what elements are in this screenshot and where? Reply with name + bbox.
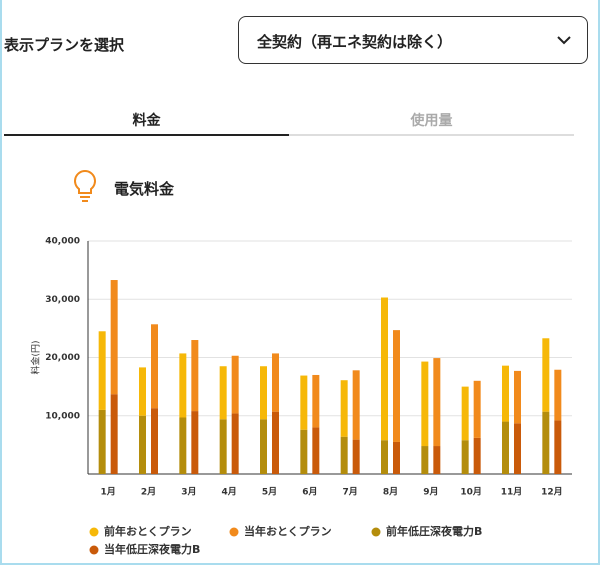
bar-segment [179,353,187,418]
bar-segment [381,440,388,474]
bar-segment [352,439,360,474]
legend-label: 前年低圧深夜電力B [386,524,482,538]
bar-segment [151,408,158,474]
legend-swatch [89,527,99,537]
bar-segment [421,446,429,474]
x-tick-label: 12月 [541,487,563,498]
x-tick-label: 9月 [423,487,438,498]
bar-segment [393,441,400,474]
legend-swatch [89,545,99,555]
bar-segment [421,361,429,447]
legend-label: 当年おとくプラン [244,524,332,538]
bar-segment [260,419,267,474]
bar-segment [381,297,388,441]
bar-segment [179,417,187,474]
bar-segment [352,370,360,440]
x-tick-label: 6月 [302,487,317,498]
bar-segment [151,324,158,409]
x-tick-label: 2月 [141,487,156,498]
chevron [557,36,571,45]
bar-segment [231,413,239,474]
bar-segment [260,366,267,420]
section-title: 電気料金 [114,180,175,198]
bar-segment [542,411,550,474]
bar-segment [300,375,308,430]
bar-segment [219,366,227,420]
bar-segment [554,420,562,474]
bar-segment [98,409,106,474]
legend-label: 当年低圧深夜電力B [104,542,200,556]
dropdown-text: 全契約（再エネ契約は除く） [257,33,453,51]
plan-label: 表示プランを選択 [4,36,125,54]
bar-segment [312,427,320,474]
bar-segment [231,355,239,414]
bar-segment [340,436,348,474]
legend-swatch [371,527,381,537]
legend-swatch [229,527,239,537]
x-tick-label: 3月 [181,487,196,498]
x-tick-label: 7月 [343,487,358,498]
x-tick-label: 1月 [101,487,116,498]
bar-segment [191,340,199,412]
bar-segment [340,380,348,437]
legend-label: 前年おとくプラン [104,524,192,538]
bar-segment [433,446,441,474]
tab[interactable]: 料金 [4,110,289,136]
x-tick-label: 11月 [501,487,523,498]
bar-segment [272,353,279,412]
bar-segment [300,429,308,474]
bar-segment [191,411,199,474]
bar-segment [272,411,279,474]
x-tick-label: 8月 [383,487,398,498]
y-axis-label: 料金(円) [30,340,42,374]
x-tick-label: 10月 [460,487,482,498]
plan-dropdown[interactable]: 全契約（再エネ契約は除く） [238,16,588,64]
bar-segment [502,421,509,474]
bar-segment [312,374,320,428]
bar-segment [433,358,441,447]
bar-segment [461,440,469,474]
bar-segment [98,331,106,410]
x-tick-label: 4月 [222,487,237,498]
bar-segment [139,415,146,474]
bar-segment [542,338,550,412]
bar-segment [139,367,146,416]
bar-segment [219,419,227,474]
bar-segment [393,330,400,442]
y-tick-label: 40,000 [45,237,80,247]
bar-segment [461,386,469,441]
bar-segment [110,394,118,474]
tab[interactable]: 使用量 [289,110,574,136]
bar-segment [514,370,521,424]
y-tick-label: 20,000 [45,353,80,363]
y-tick-label: 30,000 [45,295,80,305]
bar-segment [502,365,509,422]
bar-segment [473,437,481,474]
bar-segment [473,380,481,438]
bar-segment [554,369,562,421]
bulb-icon [74,170,96,202]
y-tick-label: 10,000 [45,411,80,421]
bar-segment [110,280,118,395]
x-tick-label: 5月 [262,487,277,498]
bar-segment [514,423,521,474]
